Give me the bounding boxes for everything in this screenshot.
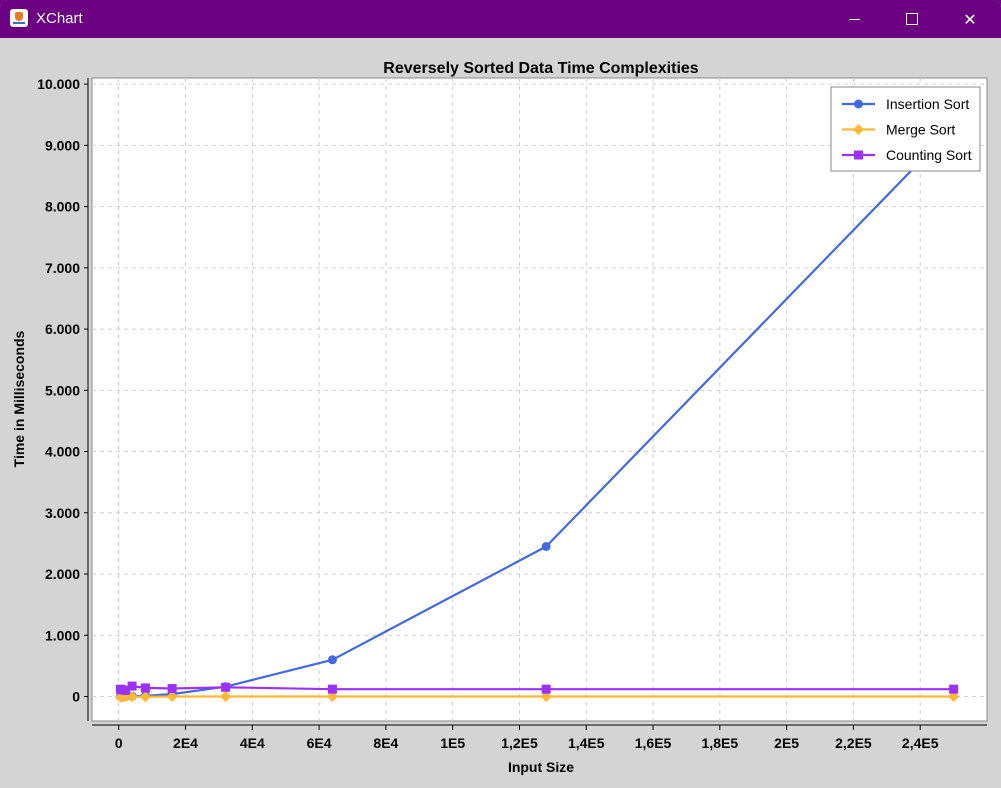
- x-tick-label: 4E4: [240, 735, 265, 751]
- legend-label: Insertion Sort: [886, 96, 969, 112]
- x-tick-label: 2,4E5: [902, 735, 939, 751]
- chart-panel: Reversely Sorted Data Time Complexities …: [0, 38, 1001, 788]
- data-point: [120, 685, 130, 695]
- y-tick-label: 1.000: [45, 627, 80, 643]
- data-point: [167, 684, 177, 694]
- close-button[interactable]: ✕: [941, 0, 999, 38]
- plot-area: [91, 77, 988, 722]
- data-point: [220, 691, 232, 703]
- x-tick-label: 1,6E5: [635, 735, 672, 751]
- x-axis-label: Input Size: [508, 759, 574, 775]
- close-icon: ✕: [963, 9, 977, 29]
- x-tick-label: 2,2E5: [835, 735, 872, 751]
- y-tick-label: 10.000: [37, 76, 80, 92]
- series-line: [120, 695, 954, 699]
- x-tick-label: 8E4: [373, 735, 398, 751]
- legend-marker: [854, 150, 863, 160]
- chart-title: Reversely Sorted Data Time Complexities: [383, 60, 698, 77]
- y-tick-label: 3.000: [45, 505, 80, 521]
- data-point: [166, 691, 178, 703]
- legend-item: Insertion Sort: [842, 96, 969, 112]
- y-tick-label: 7.000: [45, 260, 80, 276]
- series-counting-sort: [115, 681, 959, 695]
- legend-item: Merge Sort: [842, 122, 955, 138]
- data-point: [139, 691, 151, 703]
- x-axis: 0 2E4 4E4 6E4 8E4 1E5 1,2E5 1,4E5 1,6E5 1,8E5 2E5 2…: [92, 724, 987, 751]
- data-point: [327, 684, 337, 694]
- y-tick-label: 8.000: [45, 199, 80, 215]
- legend-item: Counting Sort: [842, 147, 972, 163]
- data-point: [326, 691, 338, 703]
- data-point: [949, 684, 959, 694]
- y-tick-label: 0: [72, 689, 80, 705]
- minimize-button[interactable]: [825, 0, 883, 38]
- x-tick-label: 1E5: [440, 735, 465, 751]
- x-tick-label: 1,8E5: [702, 735, 739, 751]
- y-tick-label: 6.000: [45, 321, 80, 337]
- x-tick-label: 2E5: [774, 735, 799, 751]
- y-axis-label: Time in Milliseconds: [11, 330, 27, 467]
- data-point: [948, 691, 960, 703]
- x-tick-label: 2E4: [173, 735, 198, 751]
- x-tick-label: 0: [115, 735, 123, 751]
- maximize-button[interactable]: [883, 0, 941, 38]
- legend-marker: [853, 124, 864, 135]
- y-axis: 0 1.000 2.000 3.000 4.000 5.000 6.000 7.000 8.00…: [37, 76, 89, 721]
- data-point: [221, 682, 231, 692]
- y-tick-label: 5.000: [45, 382, 80, 398]
- x-tick-label: 1,2E5: [501, 735, 538, 751]
- data-point: [540, 691, 552, 703]
- title-bar[interactable]: XChart ✕: [0, 0, 1001, 38]
- window-title: XChart: [36, 10, 83, 27]
- minimize-icon: [848, 18, 860, 20]
- java-cup-icon: [10, 9, 28, 27]
- data-point: [541, 684, 551, 694]
- y-tick-label: 2.000: [45, 566, 80, 582]
- data-point: [327, 655, 337, 665]
- maximize-icon: [906, 13, 918, 25]
- data-point: [140, 683, 150, 693]
- legend-marker: [854, 99, 863, 109]
- data-point: [127, 681, 137, 691]
- legend-label: Merge Sort: [886, 122, 955, 138]
- y-tick-label: 9.000: [45, 137, 80, 153]
- series-layer: [114, 122, 960, 703]
- legend: Insertion Sort Merge Sort Counting Sort: [830, 86, 981, 172]
- x-tick-label: 6E4: [307, 735, 332, 751]
- data-point: [541, 541, 551, 551]
- y-tick-label: 4.000: [45, 444, 80, 460]
- line-chart: Reversely Sorted Data Time Complexities …: [11, 60, 988, 775]
- x-tick-label: 1,4E5: [568, 735, 605, 751]
- legend-label: Counting Sort: [886, 147, 972, 163]
